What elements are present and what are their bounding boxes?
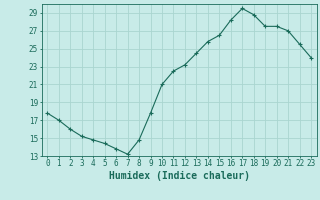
X-axis label: Humidex (Indice chaleur): Humidex (Indice chaleur) [109,171,250,181]
